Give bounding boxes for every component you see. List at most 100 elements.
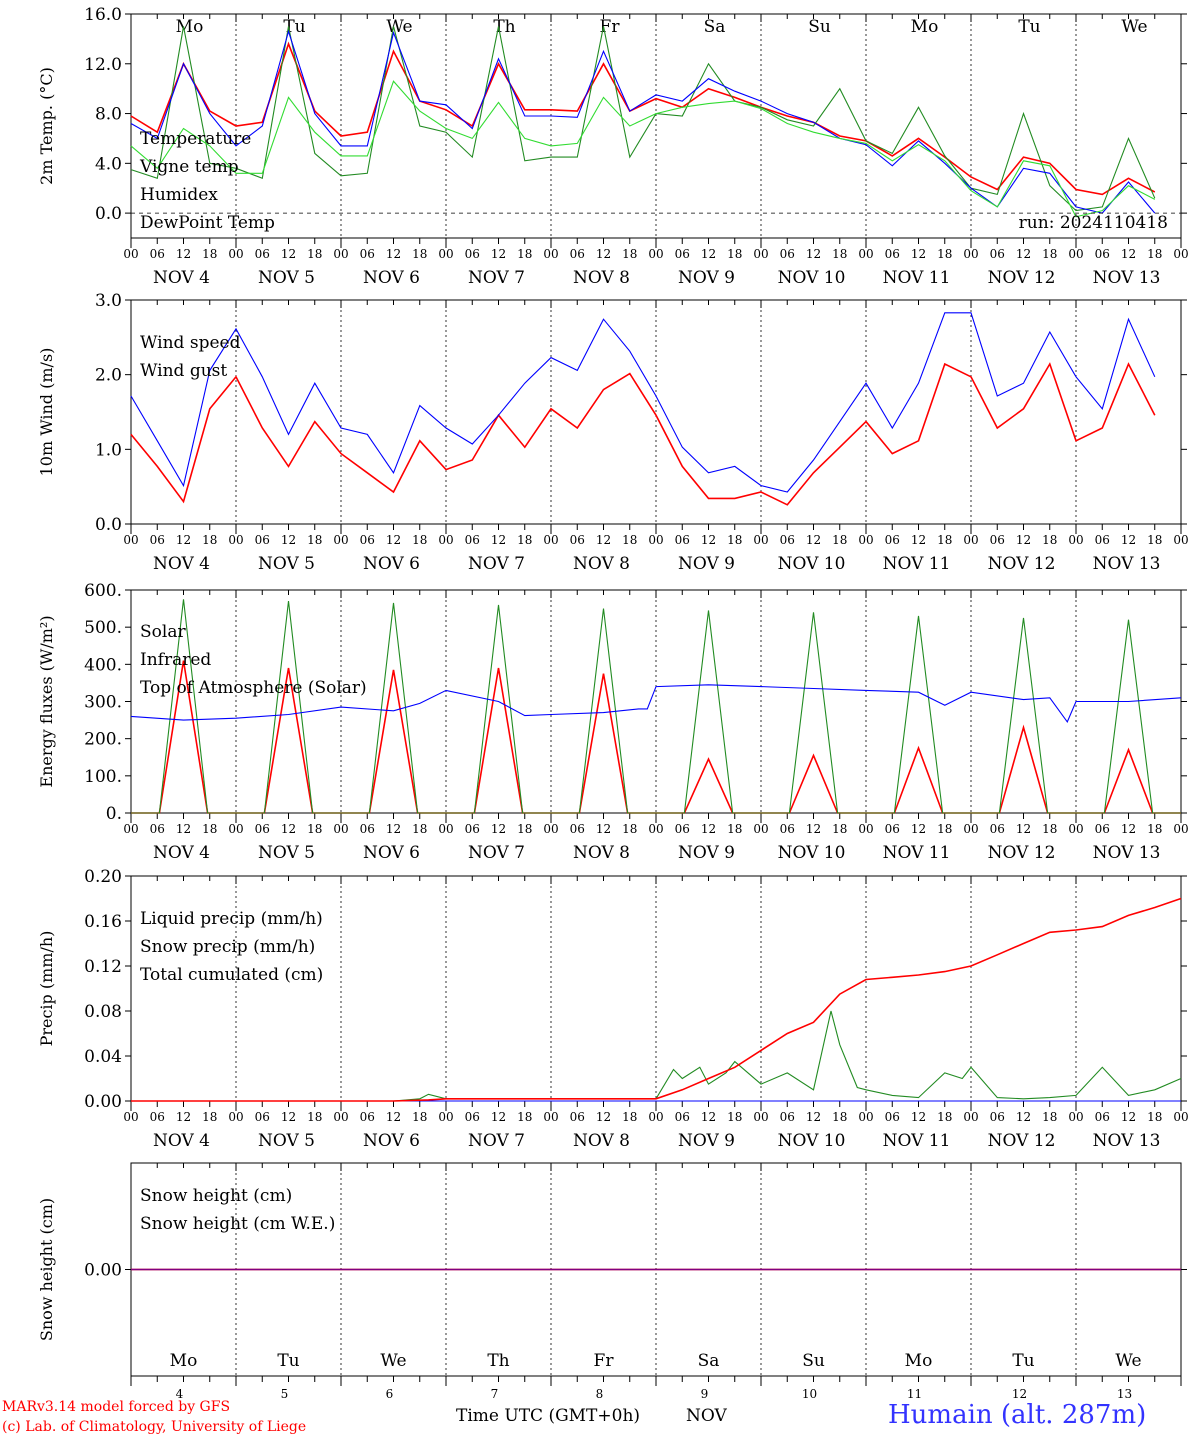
hour-tick-label: 06 — [360, 247, 375, 261]
day-name: Mo — [170, 1351, 198, 1371]
hour-tick-label: 18 — [622, 1110, 637, 1124]
date-label: NOV 11 — [883, 843, 951, 863]
y-tick-label: 16.0 — [84, 5, 122, 25]
hour-tick-label: 00 — [963, 247, 978, 261]
day-number: 9 — [701, 1387, 709, 1401]
legend-entry: Liquid precip (mm/h) — [140, 909, 323, 929]
day-name: Th — [493, 17, 515, 37]
hour-tick-label: 12 — [491, 1110, 506, 1124]
hour-tick-label: 12 — [281, 822, 296, 836]
series-line — [131, 599, 1181, 814]
y-tick-label: 2.0 — [95, 366, 122, 386]
hour-tick-label: 00 — [123, 822, 138, 836]
legend-entry: Humidex — [140, 185, 218, 205]
hour-tick-label: 12 — [1016, 247, 1031, 261]
hour-tick-label: 00 — [228, 1110, 243, 1124]
date-label: NOV 10 — [778, 843, 846, 863]
hour-tick-label: 00 — [543, 1110, 558, 1124]
hour-tick-label: 18 — [202, 1110, 217, 1124]
series-line — [130, 362, 1156, 506]
y-tick-label: 100. — [84, 767, 122, 787]
date-label: NOV 8 — [573, 268, 630, 288]
hour-tick-label: 00 — [753, 247, 768, 261]
series-line — [130, 26, 1156, 212]
hour-tick-label: 06 — [150, 533, 165, 547]
day-number: 7 — [491, 1387, 499, 1401]
day-name: Th — [487, 1351, 509, 1371]
y-tick-label: 600. — [84, 581, 122, 601]
date-label: NOV 12 — [988, 554, 1056, 574]
date-label: NOV 5 — [258, 843, 315, 863]
hour-tick-label: 00 — [648, 533, 663, 547]
hour-tick-label: 12 — [176, 533, 191, 547]
date-label: NOV 11 — [883, 268, 951, 288]
copyright-credit: (c) Lab. of Climatology, University of L… — [2, 1419, 307, 1435]
hour-tick-label: 12 — [281, 247, 296, 261]
date-label: NOV 12 — [988, 268, 1056, 288]
hour-tick-label: 00 — [123, 1110, 138, 1124]
hour-tick-label: 12 — [176, 822, 191, 836]
run-label: run: 2024110418 — [1019, 213, 1168, 233]
hour-tick-label: 18 — [517, 533, 532, 547]
hour-tick-label: 12 — [806, 533, 821, 547]
hour-tick-label: 00 — [858, 822, 873, 836]
hour-tick-label: 18 — [727, 1110, 742, 1124]
series-line — [130, 312, 1156, 493]
hour-tick-label: 00 — [123, 533, 138, 547]
hour-tick-label: 12 — [701, 1110, 716, 1124]
hour-tick-label: 18 — [832, 822, 847, 836]
hour-tick-label: 06 — [885, 822, 900, 836]
hour-tick-label: 18 — [307, 247, 322, 261]
y-tick-label: 200. — [84, 730, 122, 750]
hour-tick-label: 12 — [386, 533, 401, 547]
hour-tick-label: 18 — [1042, 1110, 1057, 1124]
hour-tick-label: 00 — [333, 247, 348, 261]
hour-tick-label: 18 — [832, 247, 847, 261]
hour-tick-label: 06 — [1095, 533, 1110, 547]
date-label: NOV 8 — [573, 843, 630, 863]
date-label: NOV 5 — [258, 1131, 315, 1151]
hour-tick-label: 06 — [1095, 247, 1110, 261]
hour-tick-label: 00 — [753, 1110, 768, 1124]
hour-tick-label: 18 — [202, 822, 217, 836]
hour-tick-label: 12 — [1121, 247, 1136, 261]
legend-entry: DewPoint Temp — [140, 213, 275, 233]
date-label: NOV 9 — [678, 1131, 735, 1151]
hour-tick-label: 18 — [307, 533, 322, 547]
hour-tick-label: 00 — [963, 822, 978, 836]
day-name: Sa — [704, 17, 726, 37]
y-tick-label: 1.0 — [95, 440, 122, 460]
hour-tick-label: 12 — [176, 247, 191, 261]
hour-tick-label: 06 — [255, 533, 270, 547]
day-number: 4 — [176, 1387, 184, 1401]
series-line — [131, 897, 1182, 1102]
day-number: 6 — [386, 1387, 394, 1401]
day-number: 13 — [1117, 1387, 1132, 1401]
hour-tick-label: 00 — [648, 1110, 663, 1124]
hour-tick-label: 06 — [570, 1110, 585, 1124]
hour-tick-label: 00 — [858, 533, 873, 547]
hour-tick-label: 12 — [806, 247, 821, 261]
hour-tick-label: 12 — [596, 247, 611, 261]
hour-tick-label: 18 — [727, 533, 742, 547]
hour-tick-label: 12 — [281, 533, 296, 547]
y-tick-label: 0.0 — [95, 204, 122, 224]
hour-tick-label: 12 — [1016, 1110, 1031, 1124]
date-label: NOV 4 — [153, 268, 210, 288]
day-name: Fr — [600, 17, 621, 37]
hour-tick-label: 18 — [832, 1110, 847, 1124]
date-label: NOV 8 — [573, 1131, 630, 1151]
hour-tick-label: 06 — [990, 533, 1005, 547]
hour-tick-label: 12 — [281, 1110, 296, 1124]
y-axis-label: 2m Temp. (°C) — [37, 67, 56, 185]
hour-tick-label: 06 — [465, 1110, 480, 1124]
hour-tick-label: 00 — [858, 247, 873, 261]
hour-tick-label: 00 — [963, 533, 978, 547]
hour-tick-label: 12 — [911, 533, 926, 547]
hour-tick-label: 12 — [596, 533, 611, 547]
legend-entry: Total cumulated (cm) — [140, 965, 323, 985]
hour-tick-label: 00 — [753, 822, 768, 836]
y-tick-label: 0. — [106, 804, 122, 824]
hour-tick-label: 12 — [491, 247, 506, 261]
hour-tick-label: 00 — [438, 247, 453, 261]
